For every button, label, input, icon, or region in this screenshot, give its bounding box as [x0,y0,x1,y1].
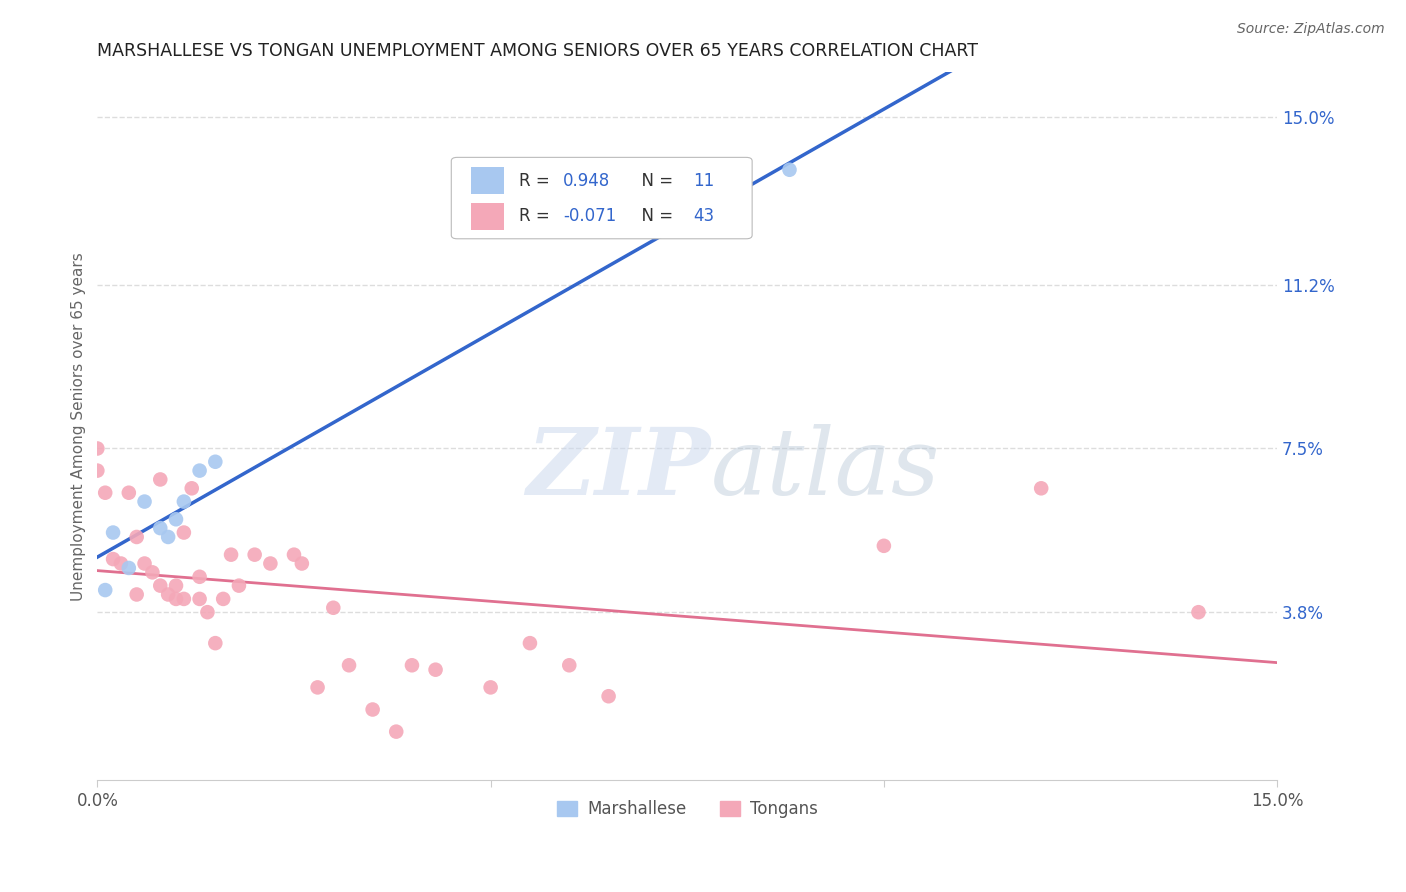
Point [125,587,148,601]
Text: 43: 43 [693,207,714,225]
Point [1187,605,1209,619]
Point [149,521,172,535]
Point [425,663,447,677]
Point [134,494,156,508]
Point [219,548,242,562]
Point [180,481,202,495]
Point [558,658,581,673]
Text: MARSHALLESE VS TONGAN UNEMPLOYMENT AMONG SENIORS OVER 65 YEARS CORRELATION CHART: MARSHALLESE VS TONGAN UNEMPLOYMENT AMONG… [97,42,979,60]
Point [204,455,226,469]
Point [479,681,502,695]
Point [173,525,195,540]
Point [188,591,211,606]
Text: -0.071: -0.071 [564,207,617,225]
Point [212,591,235,606]
FancyBboxPatch shape [471,168,505,194]
Point [101,552,124,566]
Point [385,724,408,739]
Text: R =: R = [519,172,554,190]
Point [134,557,156,571]
Point [243,548,266,562]
Legend: Marshallese, Tongans: Marshallese, Tongans [550,794,824,825]
Point [361,702,384,716]
Text: ZIP: ZIP [527,424,711,514]
Point [165,591,187,606]
Point [204,636,226,650]
Text: R =: R = [519,207,554,225]
Point [173,591,195,606]
Point [779,162,801,177]
Point [401,658,423,673]
Point [157,587,180,601]
Point [94,485,117,500]
Text: 0.948: 0.948 [564,172,610,190]
Point [149,579,172,593]
Text: atlas: atlas [711,424,941,514]
Point [197,605,219,619]
Text: N =: N = [631,172,678,190]
Point [188,464,211,478]
Point [228,579,250,593]
Point [165,512,187,526]
Point [598,690,620,704]
Text: N =: N = [631,207,678,225]
Text: 11: 11 [693,172,714,190]
Point [94,583,117,598]
FancyBboxPatch shape [451,157,752,239]
Point [125,530,148,544]
Point [165,579,187,593]
Point [1031,481,1053,495]
Point [157,530,180,544]
Text: Source: ZipAtlas.com: Source: ZipAtlas.com [1237,22,1385,37]
Point [101,525,124,540]
Point [118,561,141,575]
Point [86,464,108,478]
Point [519,636,541,650]
Point [118,485,141,500]
Point [322,600,344,615]
Point [188,570,211,584]
Point [141,566,163,580]
Point [283,548,305,562]
Point [307,681,329,695]
Point [259,557,281,571]
Point [291,557,314,571]
FancyBboxPatch shape [471,202,505,229]
Point [173,494,195,508]
Point [337,658,360,673]
Point [110,557,132,571]
Y-axis label: Unemployment Among Seniors over 65 years: Unemployment Among Seniors over 65 years [72,252,86,600]
Point [86,442,108,456]
Point [149,473,172,487]
Point [873,539,896,553]
